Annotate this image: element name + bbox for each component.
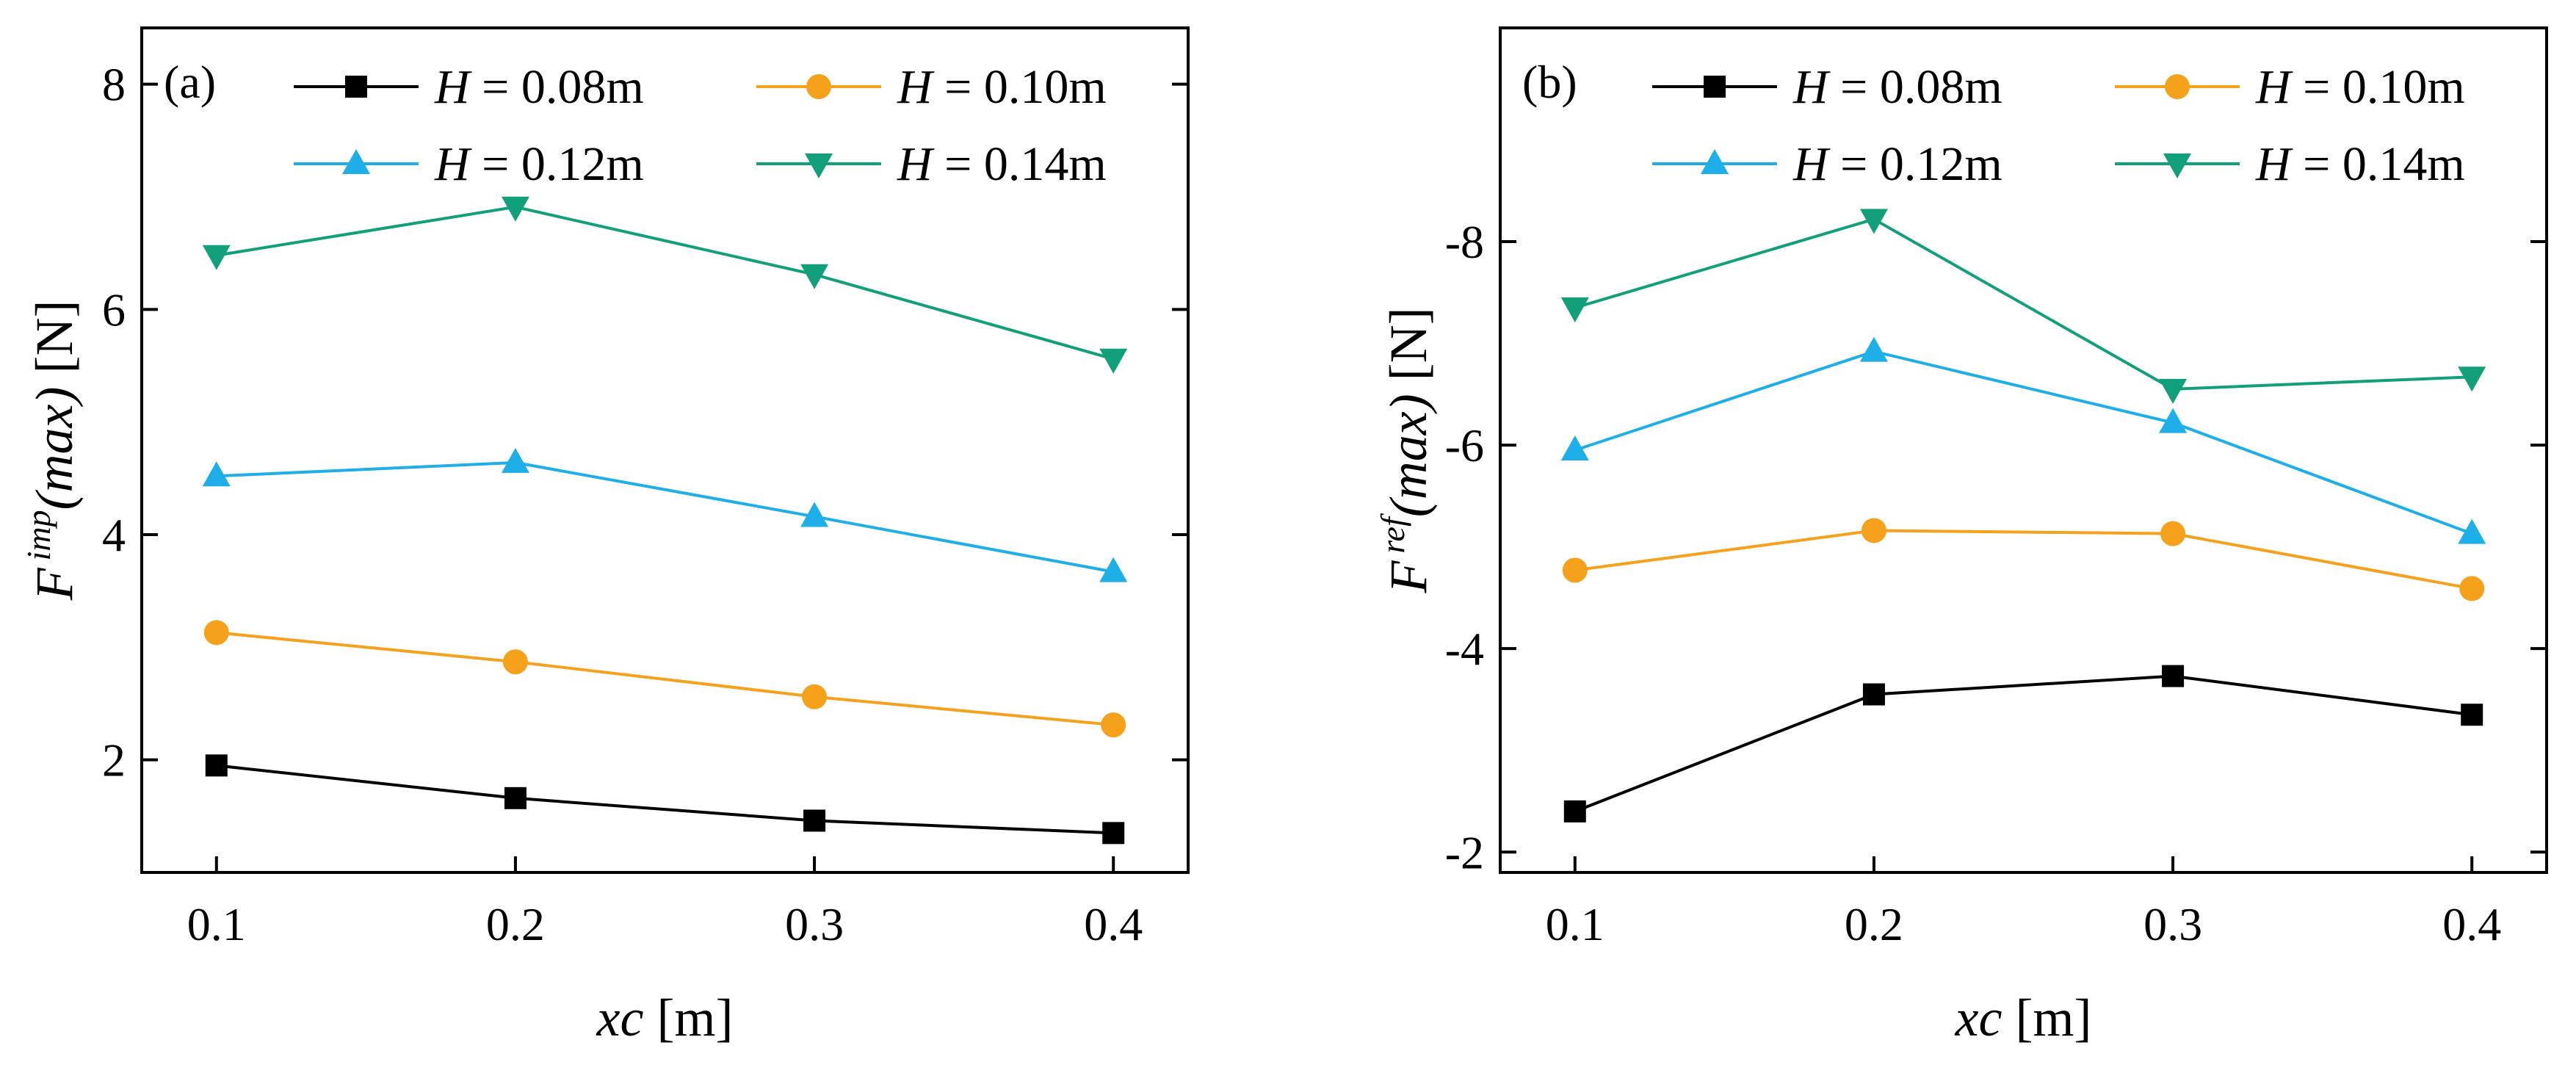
y-tick-label: -6	[1445, 419, 1484, 471]
data-point	[2458, 518, 2486, 544]
data-point	[800, 264, 829, 289]
series-line	[216, 764, 1114, 835]
legend-marker	[805, 153, 833, 178]
data-point	[1859, 336, 1888, 362]
series-line	[1574, 350, 2472, 535]
plot-frame	[140, 26, 1190, 874]
x-tick-label: 0.3	[2143, 898, 2202, 950]
y-tick-label: 2	[102, 734, 126, 787]
data-point	[2159, 408, 2188, 433]
x-tick-label: 0.1	[187, 898, 246, 950]
data-point	[800, 502, 829, 527]
legend-entry: H = 0.08m	[1792, 60, 2002, 114]
data-point	[501, 196, 529, 222]
y-tick-label: -2	[1445, 826, 1484, 878]
data-point	[501, 447, 529, 473]
legend-marker	[1704, 76, 1726, 98]
data-point	[802, 684, 828, 709]
legend-marker	[2165, 74, 2190, 99]
x-axis-title: xc [m]	[596, 988, 734, 1047]
x-tick-label: 0.4	[1084, 898, 1143, 950]
legend-entry: H = 0.14m	[2255, 137, 2465, 191]
legend-marker	[2163, 153, 2191, 178]
data-point	[1562, 557, 1588, 583]
x-tick-label: 0.1	[1546, 898, 1604, 950]
series-line	[216, 631, 1114, 727]
data-point	[1101, 712, 1126, 738]
data-point	[1862, 683, 1885, 706]
legend-entry: H = 0.08m	[434, 60, 644, 114]
legend: H = 0.08m H = 0.10m H = 0.12m H = 0.14m	[1652, 60, 2465, 191]
legend-marker	[342, 149, 370, 174]
y-tick-label: 8	[102, 59, 126, 111]
data-point	[1102, 822, 1125, 845]
legend-marker	[1701, 149, 1729, 174]
series-line	[1574, 529, 2472, 590]
legend-marker	[806, 74, 831, 99]
x-tick-label: 0.2	[486, 898, 545, 950]
legend-entry: H = 0.12m	[434, 137, 644, 191]
legend-entry: H = 0.12m	[1792, 137, 2002, 191]
plot-frame	[1499, 26, 2548, 874]
y-tick-label: 4	[102, 509, 126, 561]
data-point	[2159, 378, 2188, 404]
data-point	[205, 754, 228, 777]
data-point	[1560, 435, 1589, 460]
panel-label: (a)	[164, 56, 216, 108]
y-tick-label: -4	[1445, 623, 1484, 675]
legend-entry: H = 0.10m	[2255, 60, 2465, 114]
data-point	[1099, 348, 1128, 374]
data-point	[502, 649, 528, 675]
data-point	[1861, 518, 1886, 543]
chart-panel-b: 0.1 0.2 0.3 0.4 -2 -4 -6 -8 xc [m] Fref(max) [N] (…	[1374, 26, 2548, 1047]
series-line	[216, 205, 1114, 361]
data-point	[2459, 576, 2485, 601]
data-point	[1563, 800, 1586, 823]
panel-label: (b)	[1522, 56, 1577, 108]
data-point	[803, 809, 826, 832]
data-point	[2160, 521, 2186, 546]
legend-marker	[345, 76, 367, 98]
chart-panel-a: 0.1 0.2 0.3 0.4 2 4 6 8 xc [m] Fimp(max) [N] (a) H …	[20, 26, 1190, 1047]
data-point	[1560, 297, 1589, 323]
data-point	[2162, 665, 2185, 687]
data-point	[504, 787, 527, 809]
data-point	[203, 620, 229, 646]
x-tick-label: 0.3	[785, 898, 844, 950]
x-tick-label: 0.4	[2442, 898, 2501, 950]
legend: H = 0.08m H = 0.10m H = 0.12m H = 0.14m	[294, 60, 1107, 191]
series-line	[1574, 217, 2472, 391]
data-point	[2458, 366, 2486, 392]
x-axis-title: xc [m]	[1955, 988, 2092, 1047]
x-tick-label: 0.2	[1845, 898, 1903, 950]
y-axis-title: Fref(max) [N]	[1374, 307, 1438, 593]
y-tick-label: 6	[102, 283, 126, 336]
data-point	[202, 245, 231, 270]
y-axis-title: Fimp(max) [N]	[20, 300, 84, 601]
data-point	[2461, 704, 2483, 726]
series-line	[1574, 674, 2472, 813]
y-tick-label: -8	[1445, 216, 1484, 268]
data-point	[1099, 557, 1128, 582]
legend-entry: H = 0.14m	[897, 137, 1107, 191]
data-point	[202, 461, 231, 487]
series-line	[216, 460, 1114, 574]
data-point	[1859, 209, 1888, 234]
legend-entry: H = 0.10m	[897, 60, 1107, 114]
